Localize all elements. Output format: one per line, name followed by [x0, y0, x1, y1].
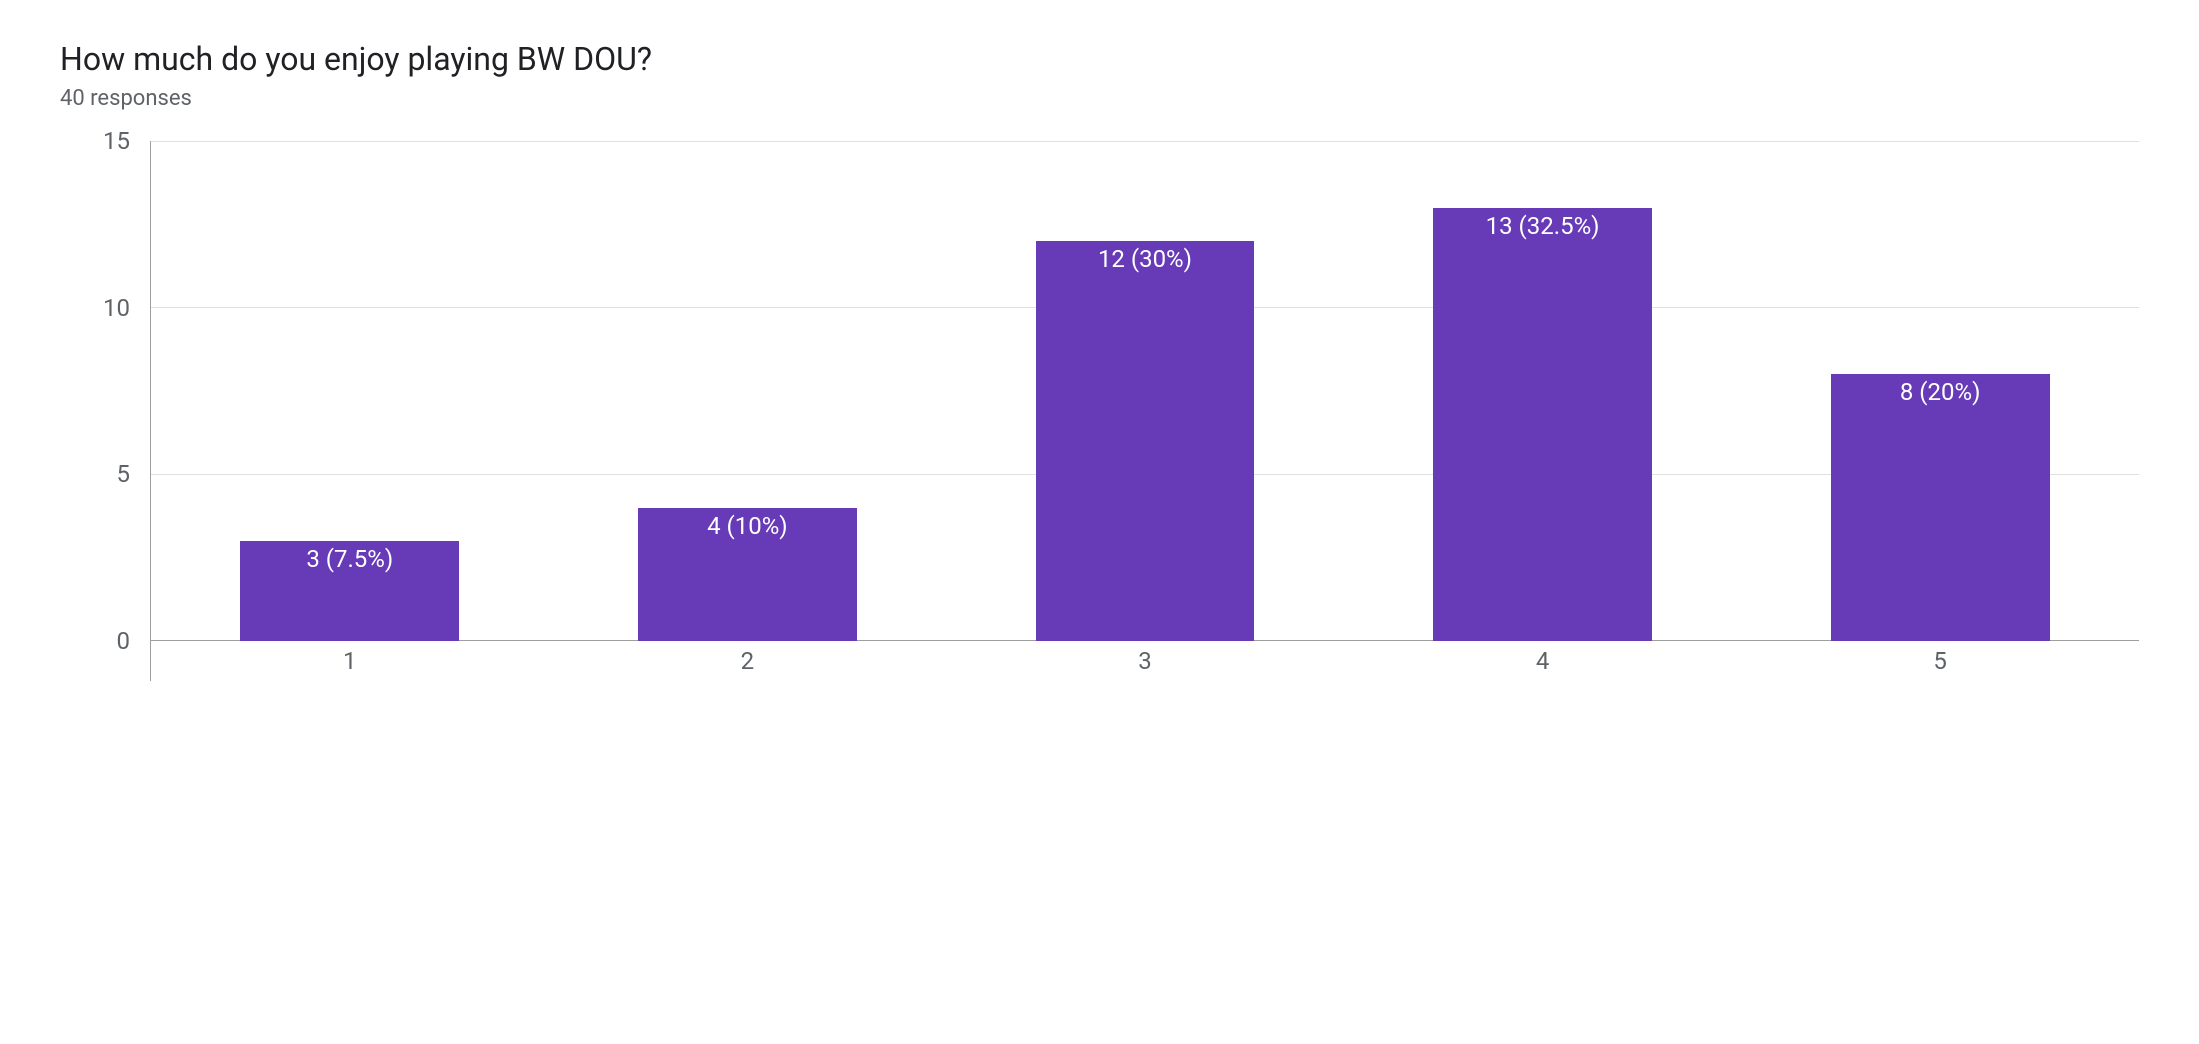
bar-group: 12 (30%) [946, 141, 1344, 641]
bar-label: 12 (30%) [1098, 245, 1192, 273]
bar: 3 (7.5%) [240, 541, 459, 641]
x-tick: 1 [151, 647, 549, 675]
bars-container: 3 (7.5%) 4 (10%) 12 (30%) 13 (32.5%) 8 (20%) [151, 141, 2139, 641]
chart-title: How much do you enjoy playing BW DOU? [60, 40, 2139, 78]
bar-label: 13 (32.5%) [1486, 212, 1600, 240]
chart-subtitle: 40 responses [60, 86, 2139, 111]
chart-area: 15 10 5 0 3 (7.5%) 4 (10%) 12 (30%) 13 (32.… [60, 141, 2139, 681]
bar-group: 4 (10%) [549, 141, 947, 641]
bar: 12 (30%) [1036, 241, 1255, 641]
bar-label: 4 (10%) [707, 512, 788, 540]
x-tick: 5 [1741, 647, 2139, 675]
bar-label: 8 (20%) [1900, 378, 1981, 406]
bar: 4 (10%) [638, 508, 857, 641]
bar-label: 3 (7.5%) [306, 545, 393, 573]
x-axis: 1 2 3 4 5 [151, 641, 2139, 681]
plot-area: 3 (7.5%) 4 (10%) 12 (30%) 13 (32.5%) 8 (20%)… [150, 141, 2139, 681]
bar: 8 (20%) [1831, 374, 2050, 641]
y-axis: 15 10 5 0 [60, 141, 150, 681]
bar: 13 (32.5%) [1433, 208, 1652, 641]
bar-group: 3 (7.5%) [151, 141, 549, 641]
chart-container: How much do you enjoy playing BW DOU? 40… [60, 40, 2139, 681]
x-tick: 2 [549, 647, 947, 675]
x-tick: 4 [1344, 647, 1742, 675]
bar-group: 8 (20%) [1741, 141, 2139, 641]
x-tick: 3 [946, 647, 1344, 675]
bar-group: 13 (32.5%) [1344, 141, 1742, 641]
